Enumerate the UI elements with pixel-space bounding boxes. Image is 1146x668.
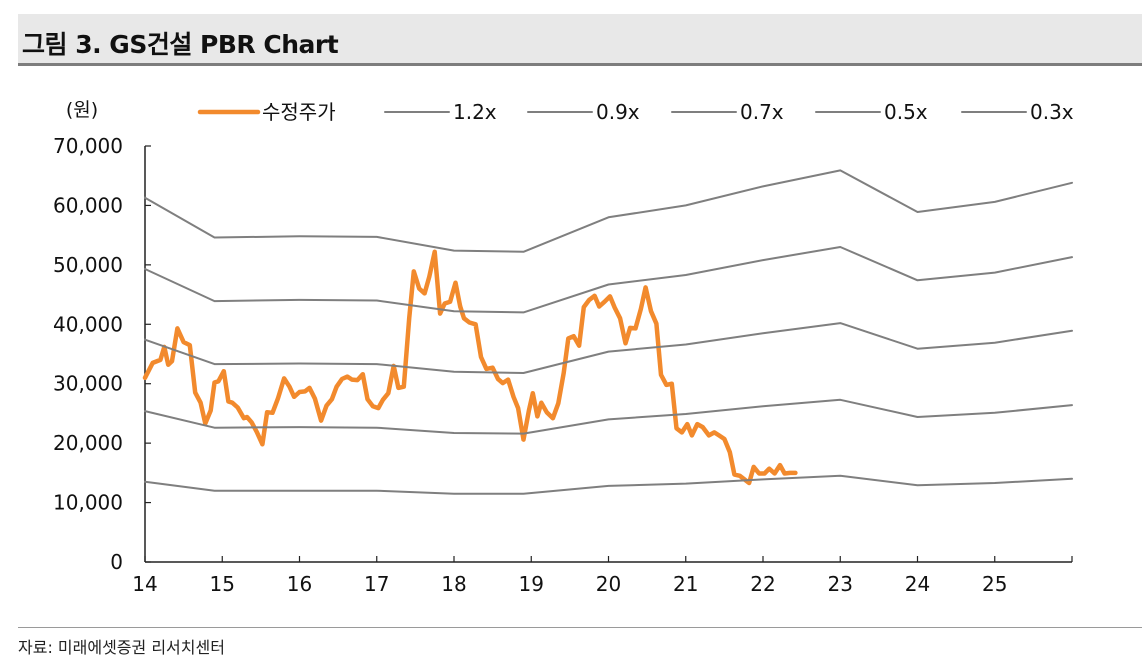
- legend-label: 1.2x: [453, 100, 497, 124]
- x-tick-label: 14: [132, 572, 157, 596]
- y-tick-label: 40,000: [53, 312, 123, 336]
- x-tick-label: 17: [364, 572, 389, 596]
- y-tick-label: 50,000: [53, 253, 123, 277]
- legend-label: 0.9x: [596, 100, 640, 124]
- y-tick-label: 60,000: [53, 193, 123, 217]
- y-unit-label: (원): [66, 99, 98, 121]
- series-line-price: [142, 249, 798, 486]
- x-tick-label: 20: [596, 572, 621, 596]
- x-tick-label: 21: [673, 572, 698, 596]
- series-line-pbr-band: [144, 398, 1073, 435]
- y-tick-label: 0: [110, 550, 123, 574]
- source-note: 자료: 미래에셋증권 리서치센터: [18, 638, 225, 657]
- x-tick-label: 24: [905, 572, 930, 596]
- y-tick-label: 20,000: [53, 431, 123, 455]
- series-line-pbr-band: [144, 474, 1073, 495]
- x-tick-label: 16: [287, 572, 312, 596]
- chart-svg: 0 10,000 20,000 30,000 40,000 50,000 60,000 70,…: [53, 99, 1074, 596]
- y-tick-label: 10,000: [53, 491, 123, 515]
- figure-title-bar: 그림 3. GS건설 PBR Chart: [18, 14, 1142, 66]
- x-tick-label: 19: [519, 572, 544, 596]
- legend-label: 0.5x: [884, 100, 928, 124]
- series-line-pbr-band: [144, 169, 1073, 253]
- pbr-chart: 0 10,000 20,000 30,000 40,000 50,000 60,000 70,…: [0, 70, 1146, 625]
- x-tick-label: 18: [441, 572, 466, 596]
- x-tick-label: 22: [750, 572, 775, 596]
- series-line-pbr-band: [144, 246, 1073, 314]
- legend-label: 0.7x: [740, 100, 784, 124]
- series-line-pbr-band: [144, 322, 1073, 374]
- source-divider: [18, 627, 1142, 628]
- figure-title: 그림 3. GS건설 PBR Chart: [22, 30, 339, 59]
- x-tick-label: 25: [982, 572, 1007, 596]
- y-tick-label: 30,000: [53, 372, 123, 396]
- y-tick-label: 70,000: [53, 134, 123, 158]
- x-tick-label: 15: [210, 572, 235, 596]
- x-tick-label: 23: [828, 572, 853, 596]
- legend-label: 0.3x: [1030, 100, 1074, 124]
- legend-label: 수정주가: [262, 100, 336, 124]
